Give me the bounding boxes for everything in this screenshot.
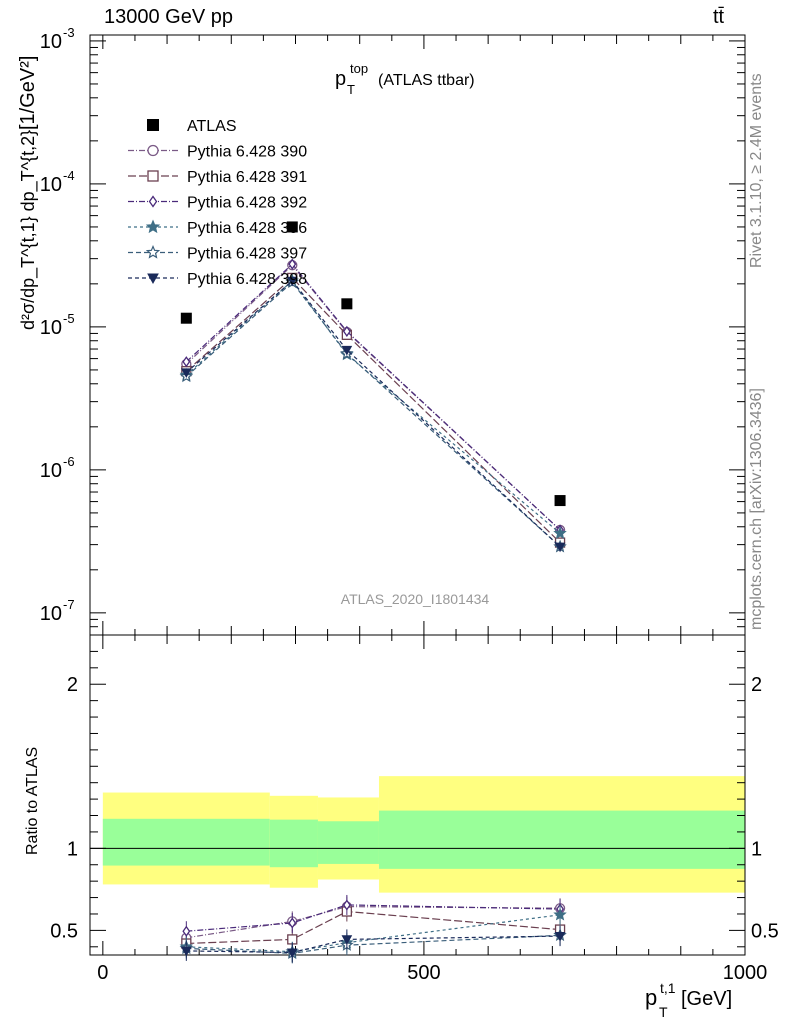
x-axis-label: p bbox=[645, 985, 657, 1010]
atlas-data-point bbox=[286, 221, 298, 233]
legend-label-5: Pythia 6.428 398 bbox=[187, 271, 307, 288]
y-axis-unit: [1/GeV²] bbox=[17, 56, 39, 130]
atlas-data-point bbox=[554, 495, 566, 507]
x-tick-label: 0 bbox=[97, 962, 108, 984]
ratio-point-2 bbox=[288, 917, 297, 929]
ratio-point-2 bbox=[342, 899, 351, 911]
ratio-band-inner-1 bbox=[269, 819, 318, 868]
atlas-data-point bbox=[180, 312, 192, 324]
legend-marker-5 bbox=[147, 273, 159, 285]
ratio-y-tick-label-right: 2 bbox=[751, 674, 762, 696]
y-tick-exponent: -4 bbox=[63, 168, 75, 183]
plot-title-sub: T bbox=[347, 82, 355, 97]
mc-line-5 bbox=[185, 279, 561, 548]
ratio-point-5 bbox=[180, 946, 192, 957]
plot-title-rest: (ATLAS ttbar) bbox=[378, 72, 475, 89]
mc-point-2 bbox=[288, 258, 297, 270]
mc-line-4 bbox=[185, 281, 561, 548]
y-tick-exponent: -7 bbox=[63, 597, 75, 612]
mc-line-1 bbox=[185, 277, 561, 544]
mc-point-5 bbox=[554, 542, 566, 553]
y-tick-exponent: -5 bbox=[63, 311, 75, 326]
y-tick-label: 10 bbox=[40, 174, 62, 196]
mc-line-2 bbox=[185, 263, 561, 531]
ratio-line-2 bbox=[186, 904, 561, 932]
atlas-data-point bbox=[341, 298, 353, 310]
y-tick-label: 10 bbox=[40, 603, 62, 625]
x-axis-label-sub: T bbox=[659, 1004, 668, 1020]
y-tick-label: 10 bbox=[40, 317, 62, 339]
legend-label-3: Pythia 6.428 396 bbox=[187, 220, 307, 237]
mc-line-0 bbox=[185, 264, 561, 531]
header-final-state-label: tt̄ bbox=[713, 6, 725, 28]
ratio-band-inner-3 bbox=[378, 810, 745, 869]
ratio-y-tick-label-right: 0.5 bbox=[751, 920, 779, 942]
x-axis-label-rest: [GeV] bbox=[681, 988, 732, 1010]
ratio-line-5 bbox=[186, 935, 561, 954]
header-process-label: 13000 GeV pp bbox=[104, 6, 233, 28]
analysis-watermark: ATLAS_2020_I1801434 bbox=[341, 591, 490, 607]
ratio-plot-frame bbox=[89, 634, 746, 956]
legend-label-1: Pythia 6.428 391 bbox=[187, 169, 307, 186]
ratio-point-5 bbox=[286, 948, 298, 959]
y-tick-label: 10 bbox=[40, 31, 62, 53]
mc-point-2 bbox=[182, 356, 191, 368]
x-tick-label: 1000 bbox=[723, 962, 768, 984]
legend-label-atlas: ATLAS bbox=[187, 118, 237, 135]
ratio-band-inner-0 bbox=[102, 818, 270, 866]
ratio-y-tick-label-right: 1 bbox=[751, 838, 762, 860]
legend-marker-4 bbox=[145, 244, 161, 259]
ratio-line-4 bbox=[186, 934, 561, 955]
mc-point-3 bbox=[553, 526, 567, 540]
ratio-y-axis-label: Ratio to ATLAS bbox=[24, 747, 41, 855]
legend-marker-atlas bbox=[147, 119, 159, 131]
plot-title: p bbox=[335, 68, 346, 90]
y-tick-label: 10 bbox=[40, 460, 62, 482]
y-axis-label: d²σ/dp_T^{t,1} dp_T^{t,2} bbox=[18, 130, 39, 330]
mc-point-5 bbox=[180, 368, 192, 378]
ratio-point-5 bbox=[554, 932, 566, 942]
legend-label-2: Pythia 6.428 392 bbox=[187, 195, 307, 212]
ratio-point-5 bbox=[341, 935, 353, 945]
mc-point-5 bbox=[341, 345, 353, 356]
x-axis-label-sup: t,1 bbox=[660, 980, 676, 996]
ratio-line-1 bbox=[186, 910, 561, 945]
mc-point-2 bbox=[342, 325, 351, 338]
ratio-point-2 bbox=[182, 925, 191, 937]
y-tick-exponent: -6 bbox=[63, 454, 75, 469]
legend-marker-0 bbox=[147, 144, 159, 157]
legend-marker-1 bbox=[147, 170, 159, 182]
x-tick-label: 500 bbox=[407, 962, 440, 984]
ratio-point-3 bbox=[553, 907, 567, 921]
ratio-line-3 bbox=[186, 914, 561, 953]
ratio-y-tick-label: 2 bbox=[67, 674, 78, 696]
ratio-y-tick-label: 1 bbox=[67, 838, 78, 860]
ratio-y-tick-label: 0.5 bbox=[50, 920, 78, 942]
y-tick-exponent: -3 bbox=[63, 25, 75, 40]
legend-marker-3 bbox=[145, 219, 161, 234]
legend-label-0: Pythia 6.428 390 bbox=[187, 144, 307, 161]
plot-title-sup: top bbox=[350, 61, 368, 76]
legend-label-4: Pythia 6.428 397 bbox=[187, 246, 307, 263]
mc-point-5 bbox=[286, 276, 298, 287]
ratio-band-inner-2 bbox=[317, 821, 379, 864]
legend-marker-2 bbox=[148, 195, 158, 208]
